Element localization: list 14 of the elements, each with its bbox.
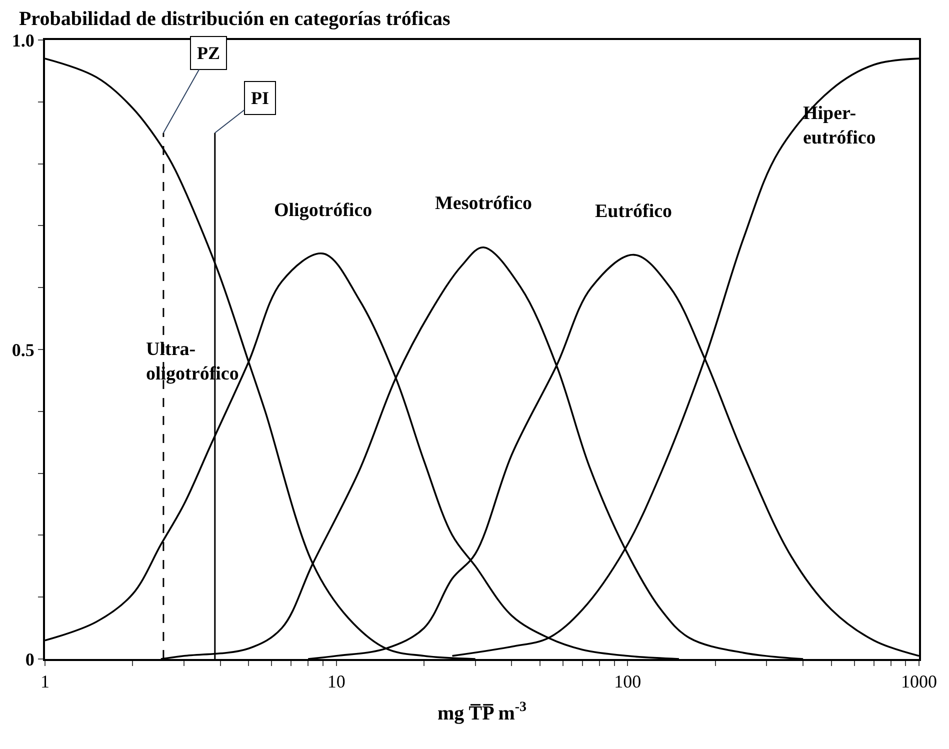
x-tick-label: 10 bbox=[327, 672, 346, 692]
x-tick-label: 1000 bbox=[901, 672, 937, 692]
y-tick-label: 1.0 bbox=[12, 30, 34, 50]
x-tick-label: 100 bbox=[614, 672, 642, 692]
text: Oligotrófico bbox=[274, 200, 372, 221]
x-axis-title: mg T̅P̅ m$^{-3}$ bbox=[437, 700, 527, 725]
text: Mesotrófico bbox=[435, 193, 532, 214]
ref-line-label: PZ bbox=[197, 43, 220, 63]
y-tick-label: 0 bbox=[25, 649, 34, 670]
chart-title: Probabilidad de distribución en categorías tróficas bbox=[18, 8, 450, 30]
text: Eutrófico bbox=[595, 201, 672, 222]
x-tick-label: 1 bbox=[40, 672, 50, 692]
y-tick-label: 0.5 bbox=[12, 340, 34, 360]
ref-line-label: PI bbox=[251, 88, 269, 108]
